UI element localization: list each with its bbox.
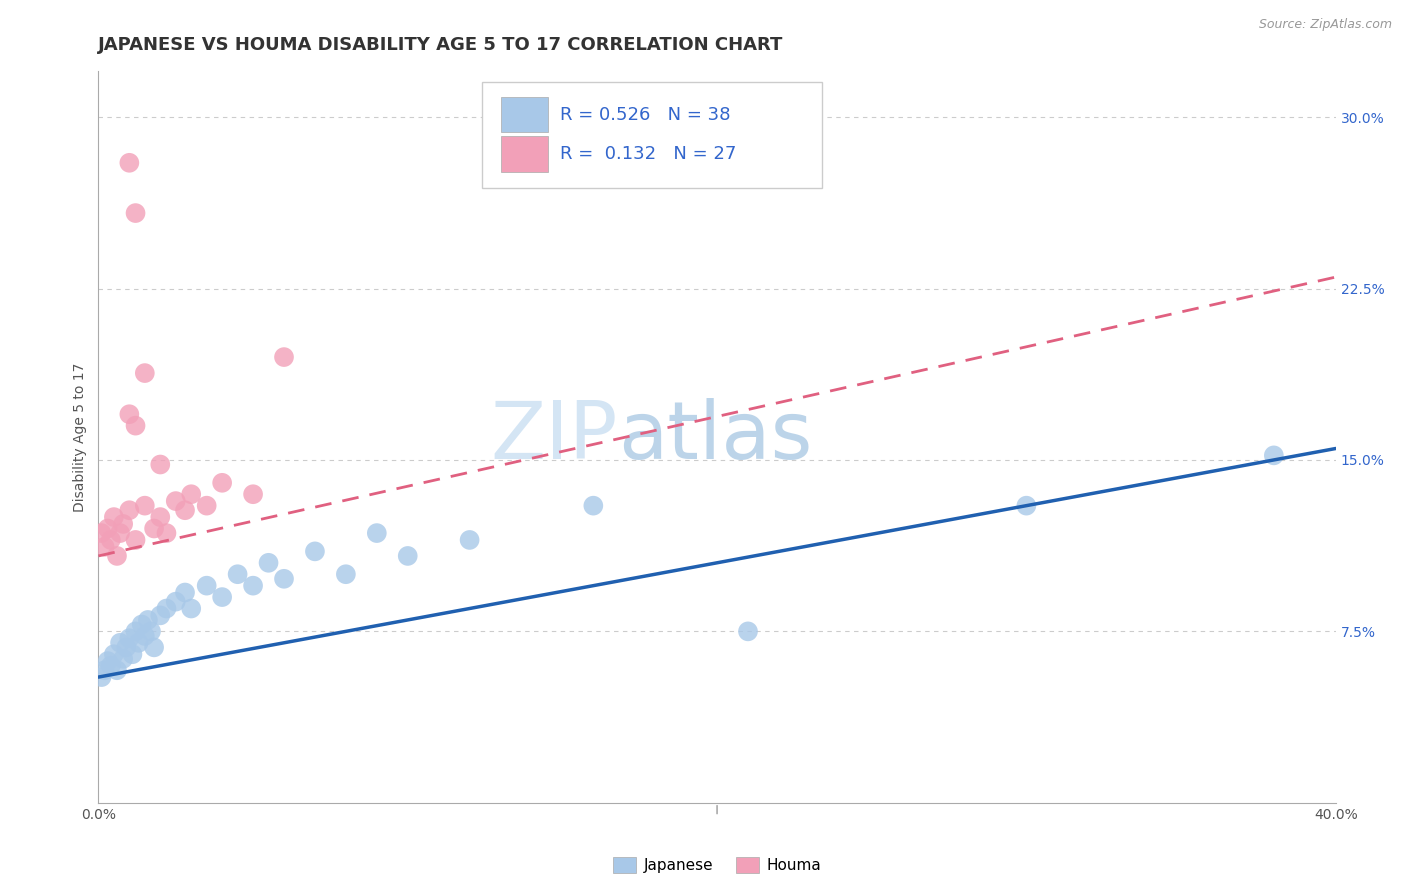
- Point: [149, 608, 172, 623]
- Point: [143, 640, 166, 655]
- Point: [195, 579, 218, 593]
- Point: [136, 613, 159, 627]
- Point: [97, 654, 120, 668]
- Point: [149, 458, 172, 472]
- Point: [304, 544, 326, 558]
- Point: [93, 663, 115, 677]
- Point: [273, 572, 295, 586]
- Text: JAPANESE VS HOUMA DISABILITY AGE 5 TO 17 CORRELATION CHART: JAPANESE VS HOUMA DISABILITY AGE 5 TO 17…: [98, 36, 783, 54]
- Point: [124, 418, 146, 433]
- Point: [180, 487, 202, 501]
- Point: [118, 632, 141, 646]
- Point: [149, 510, 172, 524]
- Point: [155, 601, 177, 615]
- Point: [174, 585, 197, 599]
- Point: [155, 526, 177, 541]
- Point: [124, 206, 146, 220]
- Point: [582, 499, 605, 513]
- Point: [139, 624, 162, 639]
- Point: [195, 499, 218, 513]
- Text: atlas: atlas: [619, 398, 813, 476]
- Point: [335, 567, 357, 582]
- Point: [180, 601, 202, 615]
- Point: [242, 487, 264, 501]
- Point: [103, 510, 125, 524]
- Point: [134, 499, 156, 513]
- Point: [118, 407, 141, 421]
- Point: [93, 540, 115, 554]
- FancyBboxPatch shape: [501, 97, 547, 132]
- Point: [134, 366, 156, 380]
- Point: [112, 652, 135, 666]
- Point: [112, 516, 135, 531]
- Point: [90, 526, 112, 541]
- Point: [165, 594, 187, 608]
- Point: [105, 549, 128, 563]
- Point: [100, 533, 122, 547]
- Text: ZIP: ZIP: [491, 398, 619, 476]
- Point: [124, 533, 146, 547]
- Text: R = 0.526   N = 38: R = 0.526 N = 38: [560, 105, 731, 123]
- Point: [105, 663, 128, 677]
- Legend: Japanese, Houma: Japanese, Houma: [607, 851, 827, 880]
- Point: [108, 526, 131, 541]
- Point: [396, 549, 419, 563]
- Y-axis label: Disability Age 5 to 17: Disability Age 5 to 17: [73, 362, 87, 512]
- Point: [242, 579, 264, 593]
- Text: Source: ZipAtlas.com: Source: ZipAtlas.com: [1258, 18, 1392, 31]
- Point: [97, 521, 120, 535]
- Point: [128, 636, 150, 650]
- Point: [165, 494, 187, 508]
- Point: [366, 526, 388, 541]
- Point: [174, 503, 197, 517]
- Point: [737, 624, 759, 639]
- Point: [124, 624, 146, 639]
- Point: [1015, 499, 1038, 513]
- Point: [118, 503, 141, 517]
- Point: [131, 617, 153, 632]
- Point: [118, 155, 141, 169]
- Point: [103, 647, 125, 661]
- Point: [273, 350, 295, 364]
- Point: [1263, 449, 1285, 463]
- FancyBboxPatch shape: [482, 82, 823, 188]
- Point: [211, 590, 233, 604]
- FancyBboxPatch shape: [501, 136, 547, 171]
- Text: R =  0.132   N = 27: R = 0.132 N = 27: [560, 145, 737, 163]
- Point: [226, 567, 249, 582]
- Point: [458, 533, 481, 547]
- Point: [134, 629, 156, 643]
- Point: [90, 670, 112, 684]
- Point: [108, 636, 131, 650]
- Point: [211, 475, 233, 490]
- Point: [143, 521, 166, 535]
- Point: [115, 640, 138, 655]
- Point: [257, 556, 280, 570]
- Point: [121, 647, 143, 661]
- Point: [100, 658, 122, 673]
